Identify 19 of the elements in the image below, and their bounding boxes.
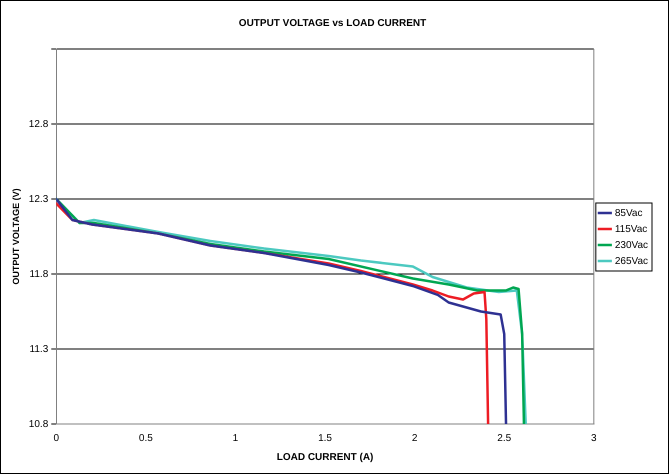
y-axis-title: OUTPUT VOLTAGE (V) — [10, 188, 21, 285]
y-tick-label: 11.3 — [30, 344, 49, 355]
x-tick-label: 3 — [591, 432, 598, 444]
x-tick-label: 0 — [53, 432, 60, 444]
x-tick-label: 0.5 — [138, 432, 154, 444]
y-tick-label: 12.3 — [28, 194, 49, 205]
x-axis-title: LOAD CURRENT (A) — [276, 452, 374, 463]
x-tick-label: 2.5 — [497, 432, 512, 444]
legend-label: 265Vac — [614, 256, 648, 267]
chart-title: OUTPUT VOLTAGE vs LOAD CURRENT — [238, 18, 426, 29]
x-tick-label: 2 — [412, 432, 418, 444]
y-tick-label: 10.8 — [28, 418, 49, 430]
x-tick-label: 1 — [232, 432, 239, 444]
y-tick-label: 12.8 — [28, 118, 49, 130]
legend-label: 230Vac — [614, 240, 648, 251]
legend-label: 85Vac — [614, 208, 642, 219]
y-tick-label: 11.8 — [30, 268, 49, 280]
x-tick-label: 1.5 — [318, 432, 332, 444]
legend-label: 115Vac — [614, 224, 648, 235]
